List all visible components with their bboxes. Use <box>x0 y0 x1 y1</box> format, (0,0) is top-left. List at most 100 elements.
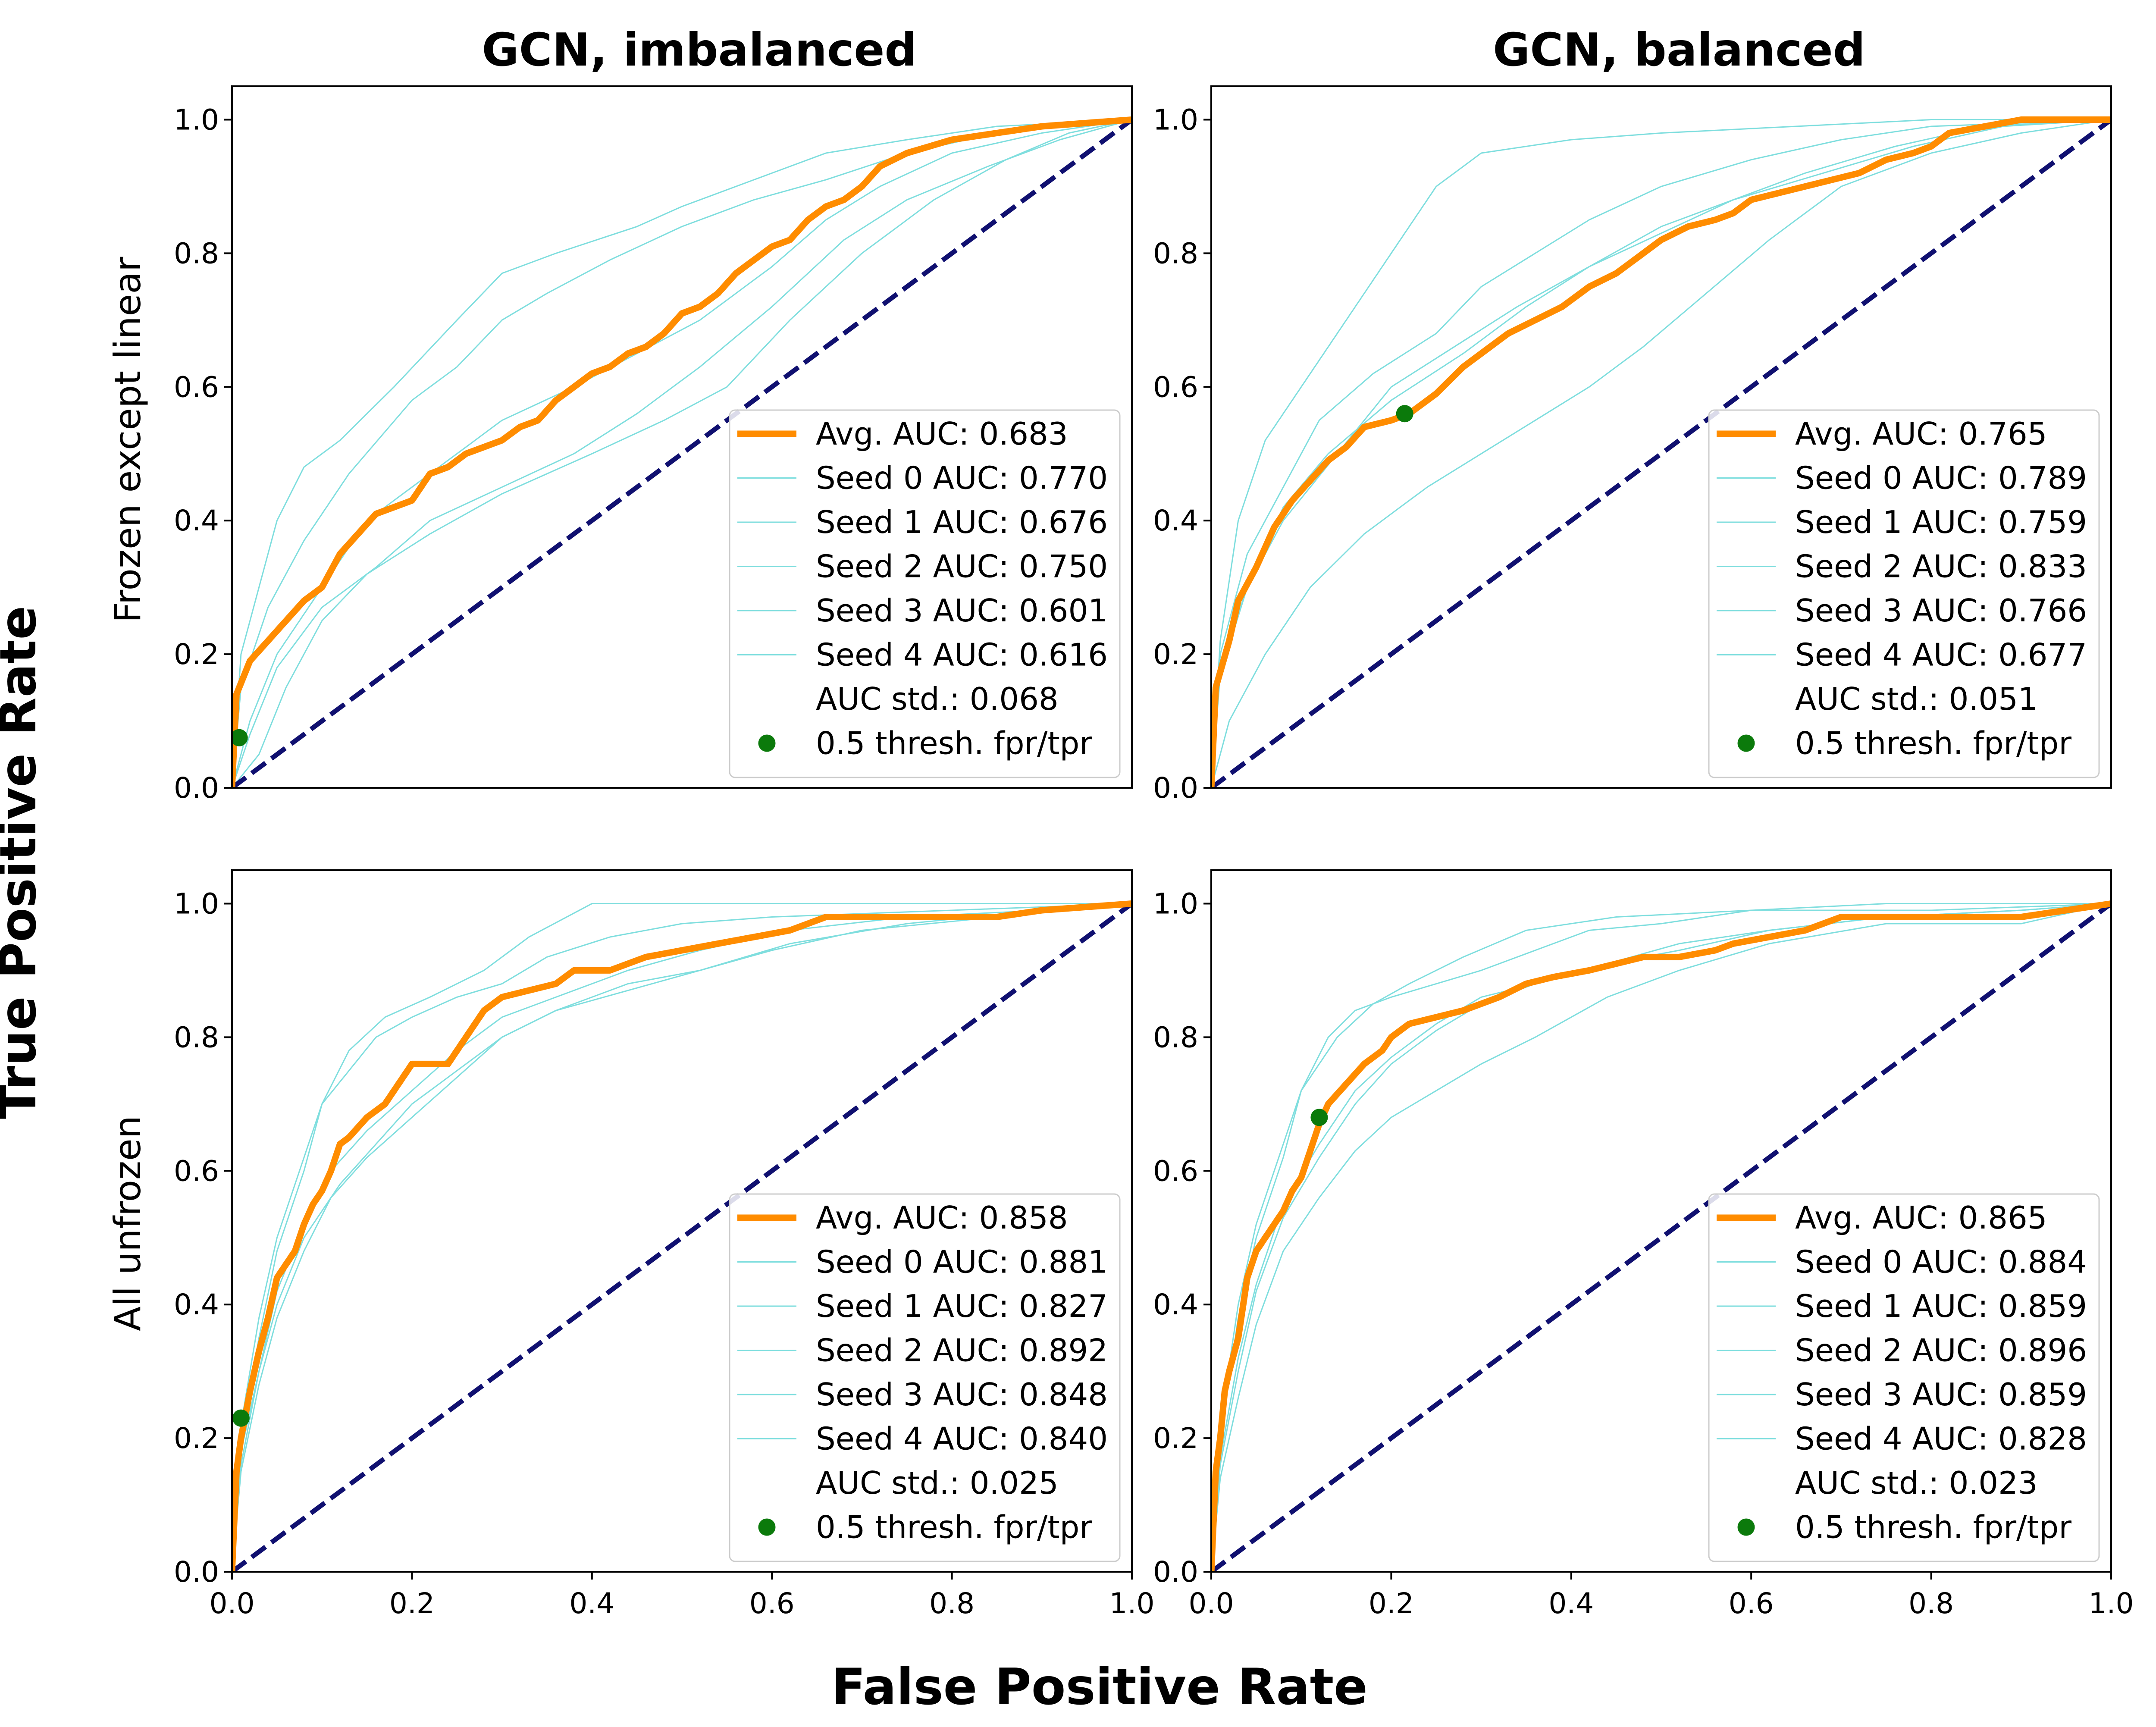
legend-entry-label: Avg. AUC: 0.865 <box>1795 1200 2047 1236</box>
x-tick-label: 0.8 <box>929 1587 975 1620</box>
row-label-unfrozen: All unfrozen <box>107 1116 149 1331</box>
legend-entry-label: Seed 4 AUC: 0.828 <box>1795 1421 2087 1457</box>
panel-frame <box>231 869 1133 1573</box>
legend-box <box>1708 1193 2100 1562</box>
y-tick-label: 0.2 <box>1153 638 1198 671</box>
y-tick-label: 0.8 <box>1153 1021 1198 1054</box>
x-tick-label: 0.6 <box>749 1587 795 1620</box>
x-tick-label: 0.8 <box>1908 1587 1954 1620</box>
legend: Avg. AUC: 0.865 Seed 0 AUC: 0.884 Seed 1 A… <box>1708 1193 2100 1562</box>
legend-entry-label: Seed 1 AUC: 0.859 <box>1795 1288 2087 1324</box>
legend-entry-label: Seed 4 AUC: 0.840 <box>816 1421 1108 1457</box>
x-tick-label: 1.0 <box>1109 1587 1155 1620</box>
plot-area <box>1211 116 2111 788</box>
x-tick-label: 0.0 <box>210 1587 255 1620</box>
column-title-balanced: GCN, balanced <box>1493 24 1865 76</box>
legend-entry-label: Seed 3 AUC: 0.601 <box>816 592 1108 629</box>
legend-entry-label: AUC std.: 0.023 <box>1795 1465 2038 1501</box>
legend-entry-label: Seed 0 AUC: 0.884 <box>1795 1244 2087 1280</box>
chance-diagonal-line <box>232 118 1132 788</box>
roc-panel: 0.0 0.2 0.4 0.6 0.8 1.0 Avg. AUC: 0.765 Seed 0 … <box>1153 85 2112 805</box>
panel-frame <box>231 85 1133 789</box>
legend-entry-label: Seed 4 AUC: 0.616 <box>816 637 1108 673</box>
y-tick-label: 0.8 <box>174 237 219 270</box>
plot-area <box>232 900 1132 1572</box>
roc-panel: 0.00.0 0.2 0.2 0.4 0.4 0.6 0.6 0.8 0.8 1.0 1.0 Avg.… <box>1153 869 2134 1620</box>
panel-frame <box>1210 85 2112 789</box>
seed-4-roc-curve <box>1211 119 2111 788</box>
legend-entry-label: 0.5 thresh. fpr/tpr <box>816 1509 1092 1545</box>
y-tick-label: 1.0 <box>1153 103 1198 136</box>
legend-entry-label: Seed 0 AUC: 0.789 <box>1795 460 2087 496</box>
chance-diagonal-line <box>1211 118 2111 788</box>
legend-entry-label: 0.5 thresh. fpr/tpr <box>816 725 1092 762</box>
x-axis-title: False Positive Rate <box>831 1658 1368 1716</box>
threshold-point-marker <box>232 1409 250 1427</box>
seed-4-roc-curve <box>232 119 1132 788</box>
seed-2-roc-curve <box>232 903 1132 1572</box>
y-tick-label: 0.2 <box>1153 1422 1198 1455</box>
y-tick-label: 0.2 <box>174 1422 219 1455</box>
legend-entry-label: Avg. AUC: 0.765 <box>1795 416 2047 452</box>
y-tick-label: 1.0 <box>174 103 219 136</box>
seed-3-roc-curve <box>232 119 1132 788</box>
threshold-point-marker <box>1310 1109 1328 1126</box>
row-label-frozen: Frozen except linear <box>107 257 149 623</box>
legend-entry-label: 0.5 thresh. fpr/tpr <box>1795 725 2071 762</box>
seed-1-roc-curve <box>232 903 1132 1572</box>
legend-entry-label: Seed 1 AUC: 0.827 <box>816 1288 1108 1324</box>
y-tick-label: 0.2 <box>174 638 219 671</box>
plot-area <box>232 116 1132 788</box>
panel-frame <box>1210 869 2112 1573</box>
legend-threshold-swatch <box>758 734 776 752</box>
legend-entry-label: Seed 3 AUC: 0.859 <box>1795 1376 2087 1413</box>
y-tick-label: 0.4 <box>174 504 219 537</box>
legend-entry-label: Seed 2 AUC: 0.750 <box>816 549 1108 585</box>
roc-panel: 0.00.0 0.2 0.2 0.4 0.4 0.6 0.6 0.8 0.8 1.0 1.0 Avg.… <box>174 869 1155 1620</box>
legend-entry-label: AUC std.: 0.025 <box>816 1465 1059 1501</box>
legend: Avg. AUC: 0.683 Seed 0 AUC: 0.770 Seed 1 A… <box>729 409 1121 778</box>
y-tick-label: 1.0 <box>1153 887 1198 920</box>
y-tick-label: 0.6 <box>174 1154 219 1188</box>
column-title-imbalanced: GCN, imbalanced <box>482 24 917 76</box>
y-tick-label: 0.4 <box>1153 1288 1198 1321</box>
legend-entry-label: Avg. AUC: 0.858 <box>816 1200 1068 1236</box>
legend-entry-label: Seed 3 AUC: 0.848 <box>816 1376 1108 1413</box>
average-roc-curve <box>232 116 1132 788</box>
legend: Avg. AUC: 0.765 Seed 0 AUC: 0.789 Seed 1 A… <box>1708 409 2100 778</box>
legend-threshold-swatch <box>758 1518 776 1536</box>
legend-box <box>1708 409 2100 778</box>
legend-entry-label: Seed 2 AUC: 0.892 <box>816 1332 1108 1369</box>
seed-2-roc-curve <box>1211 119 2111 788</box>
legend: Avg. AUC: 0.858 Seed 0 AUC: 0.881 Seed 1 A… <box>729 1193 1121 1562</box>
x-tick-label: 0.4 <box>1548 1587 1594 1620</box>
x-tick-label: 0.2 <box>1369 1587 1414 1620</box>
legend-entry-label: Seed 1 AUC: 0.759 <box>1795 504 2087 540</box>
legend-entry-label: Seed 2 AUC: 0.896 <box>1795 1332 2087 1369</box>
y-tick-label: 1.0 <box>174 887 219 920</box>
y-tick-label: 0.6 <box>174 370 219 404</box>
chance-diagonal-line <box>232 902 1132 1572</box>
legend-entry-label: Seed 0 AUC: 0.770 <box>816 460 1108 496</box>
legend-entry-label: Avg. AUC: 0.683 <box>816 416 1068 452</box>
y-tick-label: 0.8 <box>174 1021 219 1054</box>
seed-0-roc-curve <box>232 903 1132 1572</box>
legend-box <box>729 409 1121 778</box>
legend-threshold-swatch <box>1737 734 1755 752</box>
y-axis-title: True Positive Rate <box>0 606 47 1119</box>
x-tick-label: 1.0 <box>2089 1587 2134 1620</box>
y-tick-label: 0.4 <box>174 1288 219 1321</box>
plot-area <box>1211 900 2111 1572</box>
roc-panel: 0.0 0.2 0.4 0.6 0.8 1.0 Avg. AUC: 0.683 Seed 0 … <box>174 85 1133 805</box>
legend-entry-label: Seed 4 AUC: 0.677 <box>1795 637 2087 673</box>
y-tick-label: 0.0 <box>1153 1555 1198 1589</box>
y-tick-label: 0.0 <box>1153 771 1198 805</box>
seed-2-roc-curve <box>232 119 1132 788</box>
seed-0-roc-curve <box>1211 119 2111 788</box>
seed-0-roc-curve <box>232 119 1132 788</box>
legend-entry-label: Seed 2 AUC: 0.833 <box>1795 549 2087 585</box>
seed-4-roc-curve <box>232 903 1132 1572</box>
y-tick-label: 0.6 <box>1153 370 1198 404</box>
seed-4-roc-curve <box>1211 903 2111 1572</box>
